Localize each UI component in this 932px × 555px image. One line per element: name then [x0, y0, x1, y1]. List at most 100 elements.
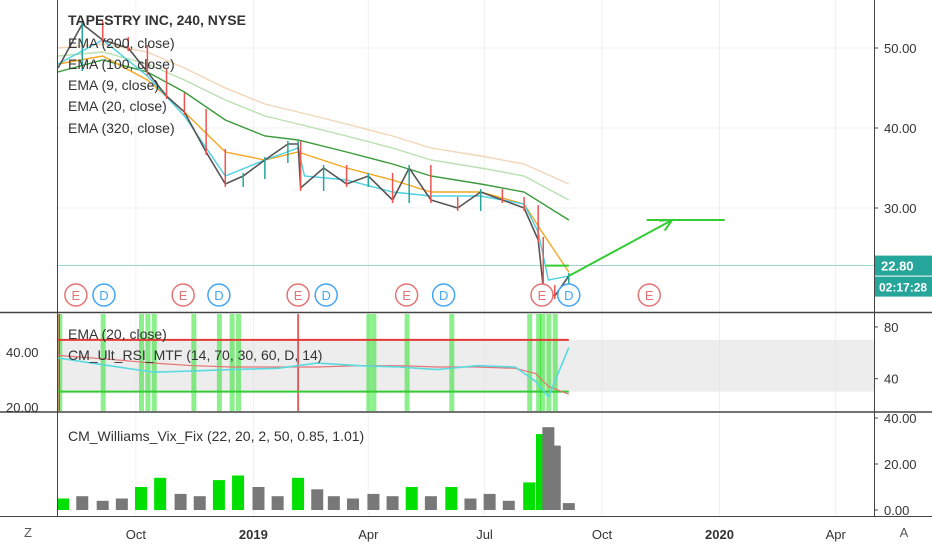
vix-bar[interactable]: [252, 487, 265, 510]
vix-bar[interactable]: [327, 496, 340, 510]
vix-bar[interactable]: [232, 475, 245, 511]
event-badge-label: E: [538, 288, 547, 303]
earnings-badge[interactable]: E: [394, 283, 419, 307]
legend-ema-320[interactable]: EMA (320, close): [68, 120, 175, 136]
price-series-line[interactable]: [58, 22, 570, 298]
time-axis-label: 2020: [705, 527, 734, 542]
vix-bar[interactable]: [57, 498, 70, 511]
event-badge-label: D: [439, 288, 448, 303]
rsi-panel[interactable]: [57, 314, 874, 411]
vix-bar[interactable]: [154, 477, 167, 510]
legend: TAPESTRY INC, 240, NYSE EMA (200, close)…: [68, 12, 246, 136]
vix-bar[interactable]: [562, 503, 575, 510]
price-axis-label: 50.00: [884, 41, 917, 56]
trend-arrow-head: [659, 218, 675, 232]
countdown-label: 02:17:28: [879, 281, 927, 295]
rsi-left-tick: 20.00: [6, 400, 39, 415]
vix-bar[interactable]: [548, 445, 561, 510]
vix-bar[interactable]: [135, 487, 148, 510]
event-badge-label: D: [564, 288, 573, 303]
price-axis-label: 40.00: [884, 121, 917, 136]
event-badge-circle: [64, 283, 88, 307]
rsi-highlight-bar: [404, 314, 410, 411]
rsi-highlight-bar: [151, 314, 157, 411]
vix-bar[interactable]: [386, 496, 399, 510]
vix-axis-label: 40.00: [884, 411, 917, 426]
vix-bar[interactable]: [271, 496, 284, 510]
vix-bar[interactable]: [405, 487, 418, 510]
auto-scale-button-label: A: [900, 525, 909, 540]
dividend-badge[interactable]: D: [557, 283, 581, 307]
vix-panel[interactable]: [57, 427, 575, 510]
time-axis-label: 2019: [239, 527, 268, 542]
rsi-highlight-bar: [536, 314, 542, 411]
rsi-legend-indicator[interactable]: CM_Ult_RSI_MTF (14, 70, 30, 60, D, 14): [68, 347, 322, 363]
chart-title[interactable]: TAPESTRY INC, 240, NYSE: [68, 12, 246, 28]
time-axis-label: Apr: [358, 527, 379, 542]
vix-bar[interactable]: [115, 498, 128, 511]
vix-bar[interactable]: [193, 496, 206, 510]
vix-bar[interactable]: [311, 489, 324, 510]
time-axis-label: Oct: [592, 527, 613, 542]
event-badge-label: E: [294, 288, 303, 303]
rsi-axis-label: 40: [884, 372, 898, 387]
rsi-line[interactable]: [58, 347, 570, 399]
vix-bar[interactable]: [523, 482, 536, 510]
time-axis-label: Oct: [126, 527, 147, 542]
rsi-highlight-bar: [539, 314, 545, 411]
time-axis-label: Jul: [476, 527, 493, 542]
earnings-badge[interactable]: E: [637, 283, 661, 307]
rsi-highlight-bar: [100, 314, 106, 411]
vix-bar[interactable]: [445, 487, 458, 510]
earnings-badge[interactable]: E: [171, 283, 195, 307]
dividend-badge[interactable]: D: [314, 283, 338, 307]
countdown-badge: [875, 276, 932, 297]
rsi-legend: EMA (20, close) CM_Ult_RSI_MTF (14, 70, …: [6, 326, 322, 415]
legend-ema-20[interactable]: EMA (20, close): [68, 98, 167, 114]
vix-bar[interactable]: [212, 480, 225, 510]
rsi-axis-label: 80: [884, 320, 898, 335]
time-axis[interactable]: Oct 2019 Apr Jul Oct 2020 Apr: [126, 527, 847, 542]
rsi-legend-ema[interactable]: EMA (20, close): [68, 326, 167, 342]
vix-bar[interactable]: [174, 493, 187, 510]
rsi-highlight-bar: [229, 314, 235, 411]
vix-bar[interactable]: [96, 500, 109, 510]
vix-axis-label: 0.00: [884, 503, 909, 518]
dividend-badge[interactable]: D: [92, 283, 116, 307]
earnings-badge[interactable]: E: [286, 283, 310, 307]
legend-ema-200[interactable]: EMA (200, close): [68, 35, 175, 51]
vix-bar[interactable]: [464, 498, 477, 511]
auto-scale-button[interactable]: A: [900, 525, 909, 540]
event-badge-label: D: [321, 288, 330, 303]
vix-bar[interactable]: [346, 498, 359, 511]
event-badge-circle: [431, 283, 456, 307]
legend-ema-9[interactable]: EMA (9, close): [68, 77, 159, 93]
event-badge-circle: [171, 283, 195, 307]
vix-bar[interactable]: [502, 500, 515, 510]
dividend-badge[interactable]: D: [431, 283, 456, 307]
dividend-badge[interactable]: D: [207, 283, 231, 307]
rsi-highlight-bar: [58, 314, 63, 411]
vix-bar[interactable]: [424, 496, 437, 510]
price-axis[interactable]: 50.00 40.00 30.00 22.80 02:17:28 80 40 40.00 20.…: [874, 41, 932, 518]
trend-arrow[interactable]: [568, 219, 673, 277]
event-badge-circle: [530, 283, 554, 307]
zoom-button[interactable]: Z: [24, 525, 32, 540]
event-badge-label: E: [402, 288, 411, 303]
vix-bar[interactable]: [292, 477, 305, 510]
rsi-highlight-bar: [371, 314, 377, 411]
legend-ema-100[interactable]: EMA (100, close): [68, 56, 175, 72]
rsi-highlight-bar: [546, 314, 552, 411]
vix-bar[interactable]: [483, 493, 496, 510]
vix-legend[interactable]: CM_Williams_Vix_Fix (22, 20, 2, 50, 0.85…: [68, 428, 364, 444]
vix-bar[interactable]: [76, 496, 89, 510]
event-badge-label: E: [645, 288, 654, 303]
event-badge-circle: [557, 283, 581, 307]
earnings-badge[interactable]: E: [64, 283, 88, 307]
earnings-badge[interactable]: E: [530, 283, 554, 307]
vix-bar[interactable]: [367, 493, 380, 510]
